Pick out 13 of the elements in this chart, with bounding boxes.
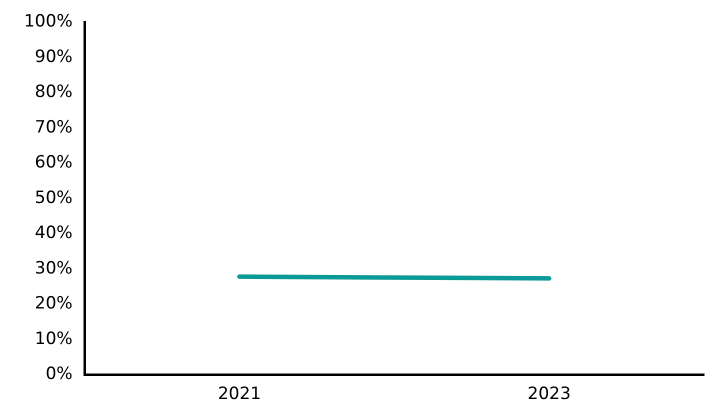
y-tick-label: 30% [34, 258, 73, 278]
y-tick-label: 80% [34, 82, 73, 102]
y-tick-label: 20% [34, 294, 73, 314]
y-tick-label: 40% [34, 223, 73, 244]
y-tick-label: 60% [34, 152, 73, 173]
x-tick-label: 2023 [528, 384, 571, 404]
y-tick-label: 100% [24, 12, 73, 32]
y-tick-label: 50% [34, 188, 73, 208]
y-tick-label: 70% [34, 117, 73, 138]
y-tick-label: 90% [34, 46, 73, 67]
x-tick-label: 2021 [218, 384, 262, 404]
y-tick-label: 10% [34, 328, 73, 349]
y-tick-label: 0% [46, 364, 73, 384]
